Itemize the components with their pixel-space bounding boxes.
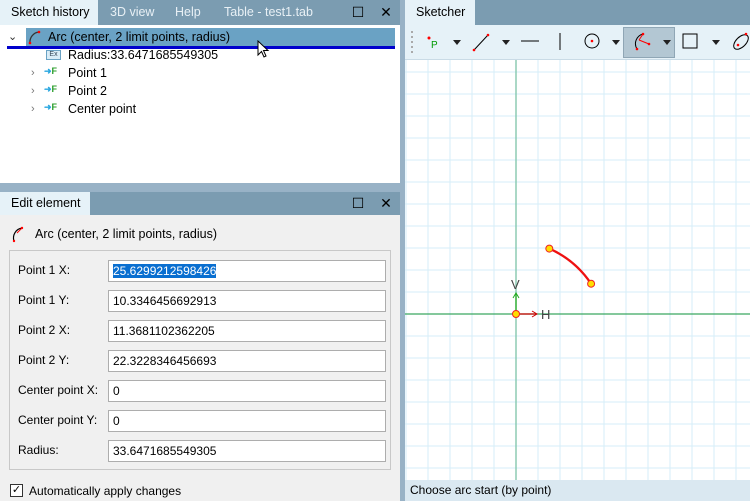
field-value: 33.6471685549305 [113,444,217,458]
h-axis-label: H [541,307,550,322]
point-feature-icon: ➜F [44,66,58,76]
maximize-icon[interactable]: ☐ [351,4,365,20]
ellipse-tool-icon[interactable] [731,32,750,52]
chevron-down-icon[interactable]: ⌄ [8,31,18,43]
v-axis-label: V [511,277,520,292]
field-label: Center point Y: [18,413,98,427]
field-input[interactable]: 0 [108,410,386,432]
sketcher-tab-bar: Sketcher [405,0,750,25]
arc-tool-dropdown-icon[interactable] [663,40,671,45]
mouse-cursor-icon [257,40,270,58]
arc-tool-icon[interactable] [635,32,651,51]
circle-tool-icon[interactable] [584,33,600,49]
arc-icon [12,226,24,243]
tree-row-selected[interactable] [26,28,395,47]
sketch-history-tree: ⌄ Arc (center, 2 limit points, radius) E… [0,25,400,183]
fields-group [9,250,391,470]
status-bar: Choose arc start (by point) [405,480,750,501]
field-input[interactable]: 0 [108,380,386,402]
close-icon[interactable]: ✕ [380,195,392,211]
tree-item-point-1[interactable]: Point 1 [68,66,107,80]
chevron-right-icon[interactable]: › [31,85,35,97]
tab-sketch-history[interactable]: Sketch history [0,0,98,25]
field-value: 0 [113,384,120,398]
field-label: Point 2 Y: [18,353,70,367]
sketch-canvas[interactable]: HV [405,60,750,480]
field-value: 11.3681102362205 [113,324,215,338]
v-axis-arrowhead [512,292,520,299]
origin-point [512,310,520,318]
field-input[interactable]: 22.3228346456693 [108,350,386,372]
point-tool-dropdown-icon[interactable] [453,40,461,45]
rectangle-tool-icon[interactable] [682,33,698,49]
expression-icon: Ex [46,50,61,60]
field-input[interactable]: 25.6299212598426 [108,260,386,282]
edit-element-panel: Arc (center, 2 limit points, radius) Poi… [0,215,400,501]
field-input[interactable]: 10.3346456692913 [108,290,386,312]
arc-endpoint [587,279,596,288]
field-label: Point 1 Y: [18,293,70,307]
chevron-right-icon[interactable]: › [31,103,35,115]
line-tool-dropdown-icon[interactable] [502,40,510,45]
maximize-icon[interactable]: ☐ [351,195,365,211]
element-title: Arc (center, 2 limit points, radius) [35,227,218,241]
drop-indicator [7,46,395,49]
tab-table[interactable]: Table - test1.tab [224,5,313,19]
close-icon[interactable]: ✕ [380,4,392,20]
status-text: Choose arc start (by point) [410,483,552,497]
edit-tab-bar: Edit element ☐ ✕ [0,192,400,215]
field-input[interactable]: 33.6471685549305 [108,440,386,462]
rectangle-tool-dropdown-icon[interactable] [712,40,720,45]
h-axis-arrowhead [531,310,538,318]
field-input[interactable]: 11.3681102362205 [108,320,386,342]
sketcher-toolbar: P [405,25,750,60]
svg-text:P: P [431,40,438,51]
field-value: 22.3228346456693 [113,354,217,368]
tab-sketcher[interactable]: Sketcher [405,0,475,25]
tree-item-radius[interactable]: Radius:33.6471685549305 [68,48,219,62]
field-label: Point 1 X: [18,263,71,277]
field-value: 25.6299212598426 [113,264,217,278]
auto-apply-checkbox[interactable]: ✓ [10,484,23,497]
circle-tool-dropdown-icon[interactable] [612,40,620,45]
tree-root-label[interactable]: Arc (center, 2 limit points, radius) [48,30,231,44]
tree-item-point-2[interactable]: Point 2 [68,84,107,98]
point-tool-icon[interactable]: P [427,36,439,52]
sketch-arc [548,247,593,285]
chevron-right-icon[interactable]: › [31,67,35,79]
auto-apply-label[interactable]: Automatically apply changes [29,484,182,498]
field-label: Point 2 X: [18,323,71,337]
point-feature-icon: ➜F [44,102,58,112]
field-label: Center point X: [18,383,99,397]
field-value: 10.3346456692913 [113,294,217,308]
left-tab-bar: Sketch history 3D view Help Table - test… [0,0,400,25]
point-feature-icon: ➜F [44,84,58,94]
tab-help[interactable]: Help [175,5,201,19]
field-value: 0 [113,414,120,428]
line-tool-icon[interactable] [472,33,490,52]
toolbar-grip-icon[interactable] [411,31,413,53]
field-label: Radius: [18,443,59,457]
arc-icon [28,30,41,45]
tree-item-center-point[interactable]: Center point [68,102,137,116]
tab-3d-view[interactable]: 3D view [110,5,155,19]
arc-endpoint [545,244,554,253]
tab-edit-element[interactable]: Edit element [0,192,90,215]
